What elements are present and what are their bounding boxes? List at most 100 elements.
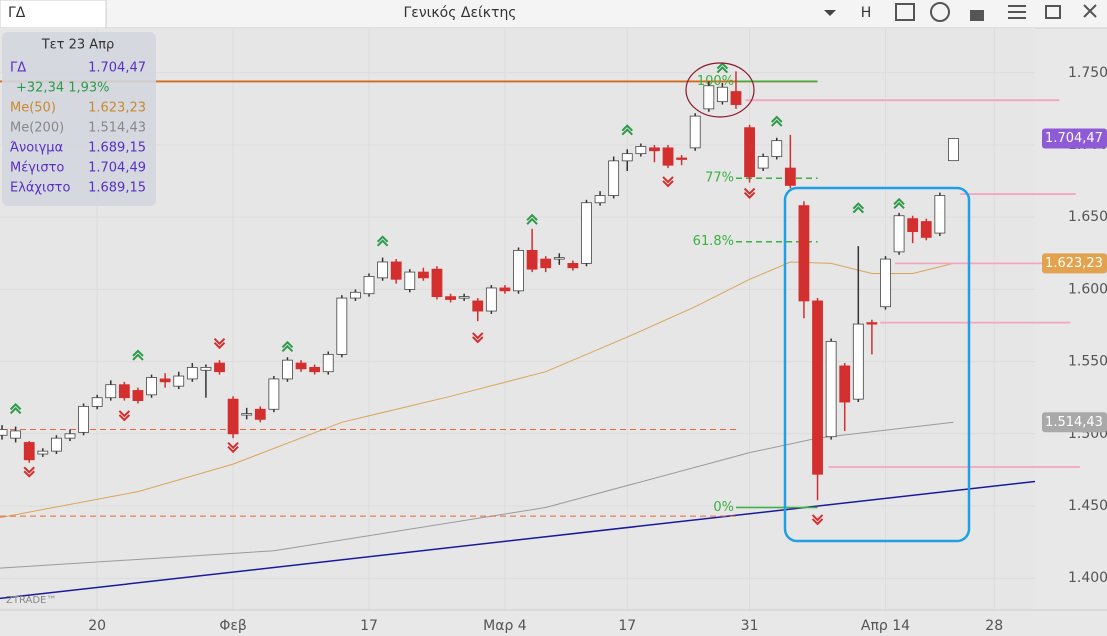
y-tick-label: 1.400 [1068,570,1107,586]
candle-body [10,430,22,439]
x-tick-label: Μαρ 4 [483,618,527,634]
icon-window[interactable] [1045,5,1061,19]
info-value: 1.689,15 [88,181,146,196]
fib-label: 77% [705,171,734,186]
plot-area [0,28,1035,610]
candle-body [567,262,579,269]
candle-body [78,405,89,433]
signal-arrow [771,115,783,127]
x-tick-label: 17 [360,618,378,634]
candle-body [513,250,524,292]
annotation-box [783,186,971,543]
candle-body [146,377,157,396]
price-tag [1042,128,1107,149]
candle-body [893,215,905,253]
candle-body [214,362,225,373]
info-label: Ελάχιστο [10,181,70,196]
candle-body [866,322,878,325]
annotation-ellipse [685,62,755,118]
candle-body [948,138,959,162]
candle-body [268,378,280,410]
x-tick-label: Φεβ [219,618,247,634]
info-label: Me(200) [10,121,64,136]
candle-body [445,296,456,300]
info-label: Μέγιστο [10,161,64,176]
interval[interactable]: H [861,5,872,21]
trendline [0,480,1036,600]
info-value: 1.623,23 [88,101,146,116]
candle-body [132,390,144,401]
signal-arrow [213,338,226,350]
price-tag-label: 1.514,43 [1045,415,1103,430]
info-change: +32,34 1,93% [16,81,110,96]
candle-body [934,195,946,234]
candle-body [499,287,511,292]
candle-body [472,300,484,312]
y-tick-label: 1.450 [1068,498,1107,514]
icon-quote[interactable] [930,2,950,22]
info-label: Άνοιγμα [10,141,63,156]
toolbar-title: Γενικός Δείκτης [403,5,516,21]
y-tick-label: 1.750 [1068,65,1107,81]
signal-arrow [23,466,35,478]
icon-close[interactable] [1083,4,1097,18]
x-tick-label: 28 [985,618,1003,634]
candle-body [635,146,647,155]
candle-body [105,384,117,399]
ma-line [0,261,954,519]
candle-body [744,127,755,178]
candle-body [336,297,348,355]
x-tick-label: 17 [618,618,636,634]
info-value: 1.704,47 [88,61,146,76]
signal-arrow [526,213,538,225]
candle-body [37,450,49,455]
info-value: 1.514,43 [88,121,146,136]
candle-body [553,257,565,260]
price-tag [1042,412,1107,433]
icon-layout[interactable] [895,3,915,21]
dropdown[interactable] [824,10,836,16]
fib-label: 61.8% [693,234,734,249]
symbol: ΓΔ [8,5,26,21]
info-label: Me(50) [10,101,56,116]
candle-body [594,195,606,204]
ma-line [0,421,954,569]
y-tick-label: 1.550 [1068,354,1107,370]
icon-lock[interactable] [970,10,984,21]
candle-body [526,250,538,270]
candle-body [485,287,497,312]
signal-arrow [893,197,905,210]
candle-body [417,271,429,279]
candle-body [812,300,823,475]
candle-body [186,366,198,380]
candle-body [716,86,728,103]
candle-body [64,433,76,439]
candle-body [404,271,416,290]
candle-body [241,413,253,416]
toolbar [0,0,1107,28]
x-tick-label: 20 [88,618,106,634]
y-tick-label: 1.600 [1068,281,1107,297]
y-tick-label: 1.650 [1068,209,1107,225]
info-panel [2,32,156,206]
candle-body [390,261,402,280]
candle-body [839,365,851,403]
signal-arrow [621,124,633,136]
candle-body [295,362,307,370]
signal-arrow [376,235,389,247]
price-tag-label: 1.623,23 [1045,256,1103,271]
x-tick-label: Απρ 14 [861,618,910,634]
layers: 1.4001.4501.5001.5501.6001.6501.7001.750… [0,28,1107,634]
signal-arrow [9,402,22,415]
candle-body [757,156,769,169]
candle-body [173,375,185,387]
icon-menu[interactable] [1008,5,1026,19]
candle-body [621,153,633,162]
candle-body [852,323,864,400]
candle-body [0,429,8,436]
candle-body [309,366,321,373]
candle-body [649,147,660,152]
candle-body [825,340,837,438]
